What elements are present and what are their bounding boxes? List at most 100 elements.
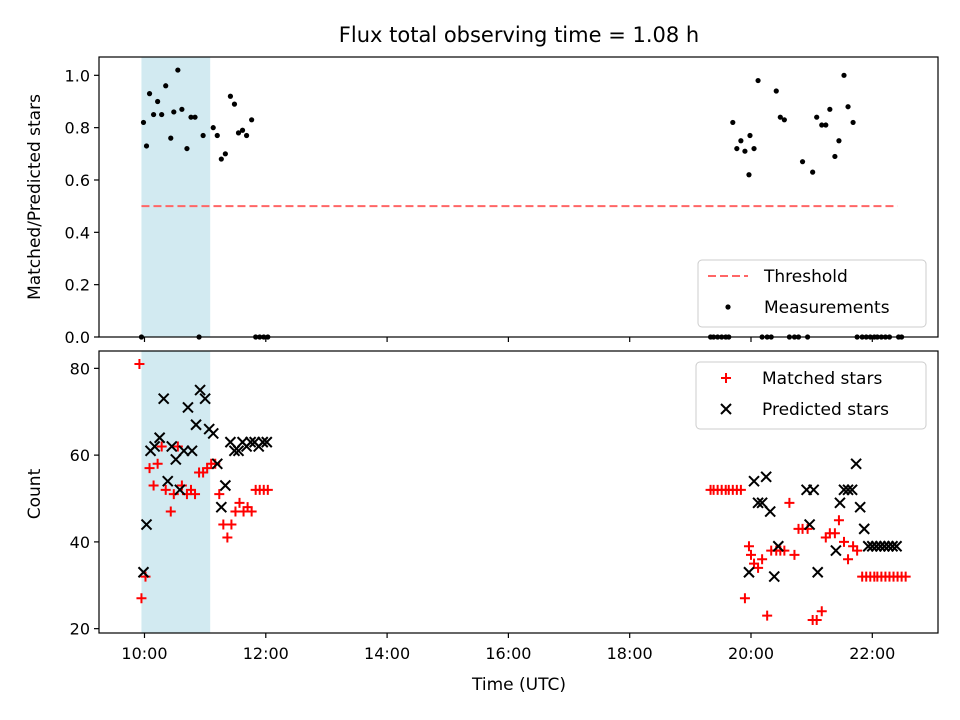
- matched-point: [739, 593, 750, 604]
- predicted-point: [756, 497, 768, 509]
- matched-point: [779, 545, 790, 556]
- measurement-point: [235, 130, 242, 136]
- measurement-point: [171, 109, 177, 115]
- measurement-point: [179, 106, 185, 112]
- x-tick-label: 14:00: [364, 644, 410, 663]
- matched-point: [136, 593, 147, 604]
- matched-point: [784, 497, 795, 508]
- predicted-point: [190, 419, 202, 431]
- legend-box: [697, 259, 927, 328]
- predicted-point: [174, 484, 186, 496]
- matched-point: [735, 484, 746, 495]
- matched-point: [789, 549, 800, 560]
- measurement-point: [773, 88, 779, 94]
- predicted-point: [890, 540, 903, 552]
- matched-point: [172, 441, 183, 452]
- y-tick-label: 40: [70, 533, 90, 552]
- measurement-point: [819, 122, 825, 128]
- shaded-span: [141, 351, 211, 633]
- predicted-point: [882, 540, 895, 552]
- predicted-point: [842, 484, 854, 496]
- top-panel: 0.0 0.2 0.4 0.6 0.8 1.0 Threshold Measurements: [65, 56, 939, 347]
- predicted-point: [812, 566, 824, 578]
- predicted-point: [858, 523, 870, 535]
- matched-point: [816, 606, 827, 617]
- x-tick-label: 20:00: [728, 644, 774, 663]
- predicted-point: [232, 445, 245, 457]
- shaded-span: [141, 57, 211, 337]
- matched-point: [134, 359, 145, 370]
- measurement-point: [781, 117, 787, 123]
- measurement-point: [827, 106, 833, 112]
- matched-point: [262, 484, 273, 495]
- measurement-point: [150, 111, 157, 118]
- y-tick-label: 20: [70, 620, 90, 639]
- matched-point: [852, 545, 863, 556]
- predicted-point: [866, 540, 879, 552]
- axes-frame: [98, 350, 939, 634]
- y-tick-label: 1.0: [65, 66, 90, 85]
- matched-point: [160, 484, 171, 495]
- predicted-point: [830, 544, 842, 557]
- predicted-point: [838, 484, 850, 496]
- y-tick-label: 0.4: [65, 223, 90, 242]
- measurement-point: [140, 119, 147, 126]
- predicted-point: [182, 401, 194, 414]
- measurement-point: [163, 83, 169, 89]
- series-0: [134, 359, 911, 625]
- predicted-point: [768, 570, 780, 583]
- matched-point: [811, 614, 822, 625]
- measurement-point: [218, 156, 224, 162]
- measurement-point: [823, 122, 829, 128]
- measurement-point: [755, 77, 761, 84]
- measurement-point: [155, 98, 161, 105]
- predicted-point: [228, 445, 241, 457]
- predicted-point: [219, 479, 232, 492]
- matched-point: [156, 441, 167, 452]
- matched-point: [234, 497, 245, 508]
- measurement-point: [214, 132, 220, 139]
- predicted-point: [137, 566, 150, 578]
- legend-marker: [720, 403, 732, 415]
- measurement-point: [227, 93, 234, 99]
- measurement-point: [239, 127, 246, 133]
- measurement-point: [168, 135, 174, 141]
- predicted-point: [772, 540, 784, 552]
- measurement-point: [742, 148, 748, 154]
- predicted-point: [752, 497, 764, 509]
- predicted-point: [178, 445, 190, 457]
- top-ylabel: Matched/Predicted stars: [25, 94, 45, 300]
- bottom-panel: 20 40 60 80 10:00 12:00 14:00 16:00 18:00 20:00 22…: [70, 350, 939, 663]
- predicted-point: [244, 436, 257, 448]
- legend-label: Matched stars: [762, 369, 882, 389]
- legend: Threshold Measurements: [697, 259, 927, 328]
- predicted-point: [874, 540, 887, 552]
- matched-point: [144, 463, 155, 474]
- measurement-point: [845, 104, 851, 110]
- predicted-point: [148, 440, 161, 453]
- measurement-point: [814, 114, 820, 120]
- y-tick-label: 60: [70, 446, 90, 465]
- predicted-point: [261, 436, 273, 448]
- axes-frame: [98, 56, 939, 338]
- legend-label: Threshold: [763, 267, 848, 287]
- predicted-point: [764, 505, 776, 518]
- x-tick-label: 10:00: [121, 644, 167, 663]
- predicted-point: [850, 458, 862, 470]
- predicted-point: [211, 458, 223, 470]
- measurement-point: [192, 114, 198, 120]
- x-axis-label: Time (UTC): [471, 675, 566, 695]
- predicted-point: [186, 445, 198, 457]
- measurement-point: [746, 172, 752, 178]
- measurement-point: [836, 138, 842, 144]
- measurement-point: [175, 67, 181, 73]
- matched-point: [152, 458, 163, 469]
- matched-point: [900, 571, 911, 582]
- measurement-point: [850, 119, 856, 126]
- predicted-point: [870, 540, 883, 552]
- measurement-point: [143, 143, 150, 149]
- matched-point: [833, 515, 844, 526]
- y-tick-label: 80: [70, 359, 90, 378]
- legend-marker: [725, 304, 731, 310]
